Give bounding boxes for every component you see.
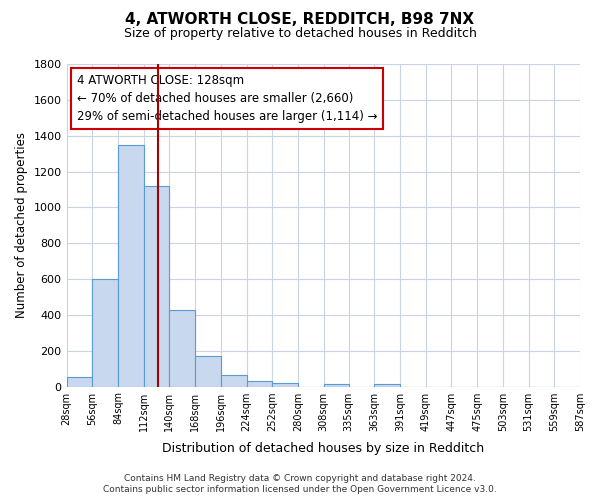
- Bar: [143, 186, 169, 386]
- Bar: [67, 376, 92, 386]
- Bar: [118, 144, 143, 386]
- Bar: [221, 375, 247, 386]
- Bar: [169, 310, 195, 386]
- Bar: [272, 383, 298, 386]
- Bar: [92, 279, 118, 386]
- Bar: [195, 356, 221, 386]
- Text: Size of property relative to detached houses in Redditch: Size of property relative to detached ho…: [124, 28, 476, 40]
- Y-axis label: Number of detached properties: Number of detached properties: [15, 132, 28, 318]
- X-axis label: Distribution of detached houses by size in Redditch: Distribution of detached houses by size …: [162, 442, 484, 455]
- Bar: [247, 381, 272, 386]
- Text: Contains HM Land Registry data © Crown copyright and database right 2024.
Contai: Contains HM Land Registry data © Crown c…: [103, 474, 497, 494]
- Bar: [324, 384, 349, 386]
- Text: 4, ATWORTH CLOSE, REDDITCH, B98 7NX: 4, ATWORTH CLOSE, REDDITCH, B98 7NX: [125, 12, 475, 28]
- Bar: [374, 384, 400, 386]
- Text: 4 ATWORTH CLOSE: 128sqm
← 70% of detached houses are smaller (2,660)
29% of semi: 4 ATWORTH CLOSE: 128sqm ← 70% of detache…: [77, 74, 377, 122]
